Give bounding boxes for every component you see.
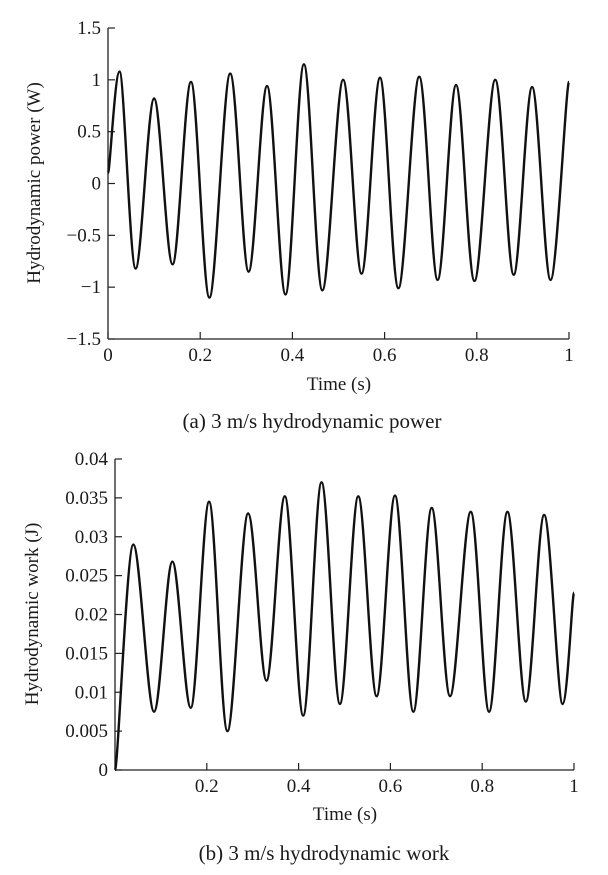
y-tick-label: 1.5 <box>77 18 101 39</box>
panel-a-y-ticks: 1.5 1 0.5 0 −0.5 −1 −1.5 <box>67 18 115 350</box>
x-tick-label: 0.6 <box>373 345 397 366</box>
y-tick-label: −1 <box>81 277 101 298</box>
panel-b-axes <box>114 459 574 771</box>
panel-b-caption: (b) 3 m/s hydrodynamic work <box>199 841 450 865</box>
y-tick-label: 0.03 <box>75 527 108 548</box>
y-tick-label: 0.01 <box>75 682 108 703</box>
panel-b-y-axis-label: Hydrodynamic work (J) <box>22 523 43 706</box>
y-tick-label: 0.005 <box>65 721 108 742</box>
y-tick-label: 0.04 <box>75 449 109 470</box>
y-tick-label: 0.02 <box>75 605 108 626</box>
x-tick-label: 0.2 <box>188 345 212 366</box>
panel-b-y-ticks: 0.04 0.035 0.03 0.025 0.02 0.015 0.01 0.005 0 <box>65 449 122 781</box>
y-tick-label: −1.5 <box>67 329 101 350</box>
panel-a-power-line <box>106 63 571 299</box>
panel-a-x-ticks: 0 0.2 0.4 0.6 0.8 1 <box>103 332 574 366</box>
panel-a-axes <box>107 28 569 340</box>
panel-a-caption: (a) 3 m/s hydrodynamic power <box>183 409 442 433</box>
x-tick-label: 0 <box>103 345 113 366</box>
y-tick-label: 0.015 <box>65 643 108 664</box>
y-tick-label: 1 <box>92 70 102 91</box>
x-tick-label: 0.8 <box>470 776 494 797</box>
x-tick-label: 0.4 <box>281 345 305 366</box>
y-tick-label: 0.035 <box>65 488 108 509</box>
y-tick-label: 0.5 <box>77 122 101 143</box>
x-tick-label: 0.6 <box>379 776 403 797</box>
x-tick-label: 0.8 <box>465 345 489 366</box>
panel-b-work-line <box>113 481 576 772</box>
panel-b-x-ticks: 0.2 0.4 0.6 0.8 1 <box>195 763 579 797</box>
y-tick-label: −0.5 <box>67 225 101 246</box>
panel-b-work-chart: 0.04 0.035 0.03 0.025 0.02 0.015 0.01 0.005 0 0.… <box>22 449 579 865</box>
y-tick-label: 0 <box>99 760 109 781</box>
panel-a-y-axis-label: Hydrodynamic power (W) <box>24 82 45 284</box>
x-tick-label: 1 <box>564 345 574 366</box>
x-tick-label: 1 <box>569 776 579 797</box>
y-tick-label: 0 <box>92 174 102 195</box>
panel-b-x-axis-label: Time (s) <box>313 804 377 825</box>
panel-a-x-axis-label: Time (s) <box>307 374 371 395</box>
x-tick-label: 0.4 <box>287 776 311 797</box>
x-tick-label: 0.2 <box>195 776 219 797</box>
y-tick-label: 0.025 <box>65 566 108 587</box>
panel-a-power-chart: 1.5 1 0.5 0 −0.5 −1 −1.5 0 0.2 0.4 0.6 0.8 1 Time (… <box>24 18 574 433</box>
